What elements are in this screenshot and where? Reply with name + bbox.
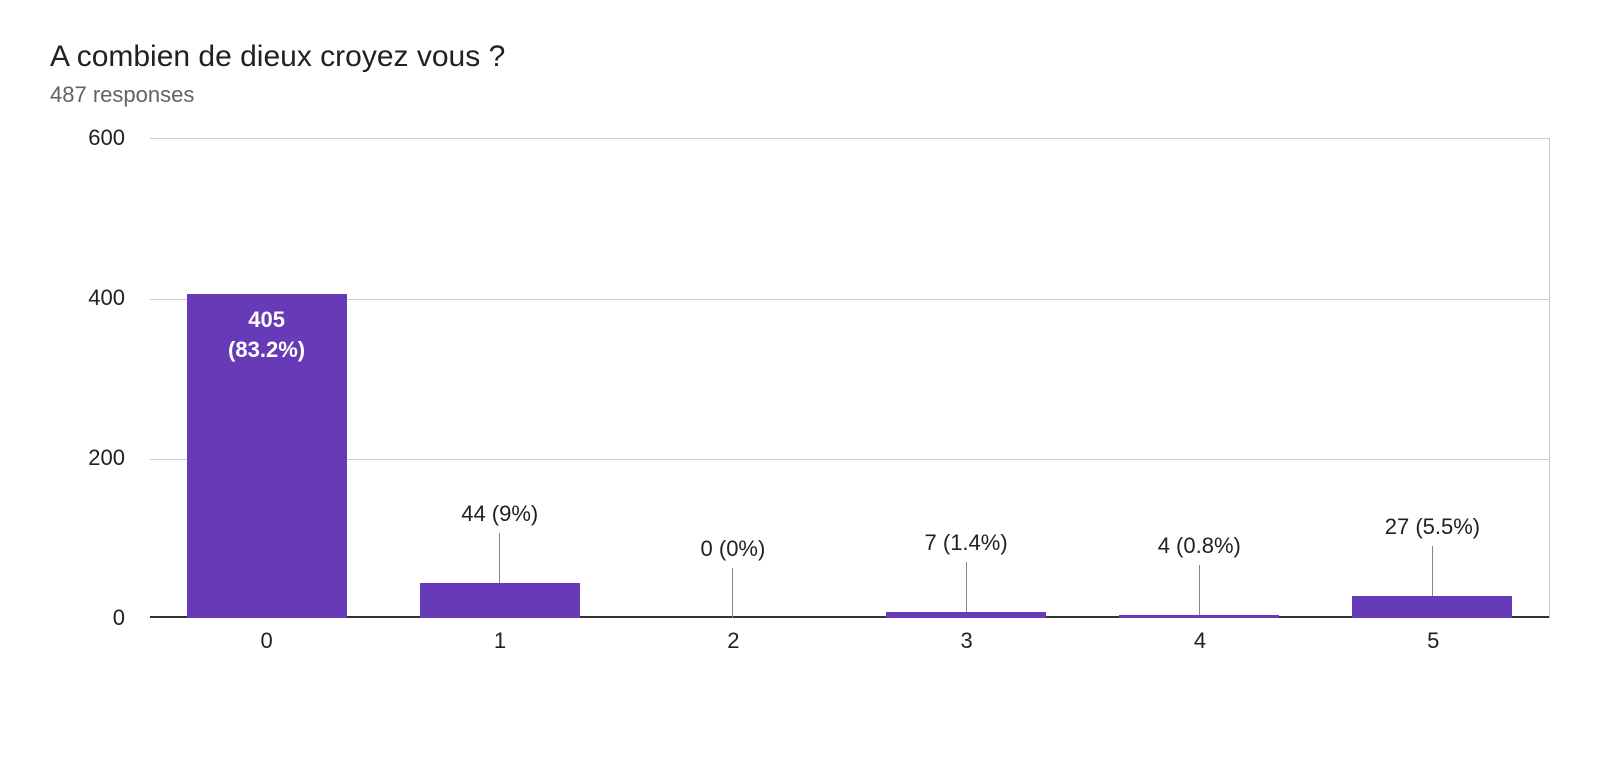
label-tick xyxy=(966,562,967,612)
bar-value-label: 405 xyxy=(248,307,285,333)
bar-value-label: 27 (5.5%) xyxy=(1385,514,1480,540)
bar-slot: 44 (9%) xyxy=(383,139,616,618)
bar xyxy=(886,612,1046,618)
bar xyxy=(420,583,580,618)
bar-slot: 0 (0%) xyxy=(616,139,849,618)
y-tick-label: 200 xyxy=(88,445,125,471)
chart-title: A combien de dieux croyez vous ? xyxy=(50,40,1550,74)
label-tick xyxy=(499,533,500,583)
y-axis: 0200400600 xyxy=(50,138,140,618)
bar-pct-label: (83.2%) xyxy=(228,337,305,363)
y-tick-label: 400 xyxy=(88,285,125,311)
bar xyxy=(1119,615,1279,618)
x-axis: 012345 xyxy=(150,628,1550,678)
bar-value-label: 44 (9%) xyxy=(461,501,538,527)
label-tick xyxy=(1432,546,1433,596)
bar xyxy=(1352,596,1512,618)
label-tick xyxy=(732,568,733,618)
bar-value-label: 0 (0%) xyxy=(701,536,766,562)
bar-slot: 27 (5.5%) xyxy=(1316,139,1549,618)
x-tick-label: 1 xyxy=(383,628,616,678)
plot-area: 405 (83.2%) 44 (9%) 0 (0%) 7 (1.4%) 4 (0.8%) 2… xyxy=(150,138,1550,618)
x-tick-label: 5 xyxy=(1317,628,1550,678)
x-tick-label: 4 xyxy=(1083,628,1316,678)
x-tick-label: 2 xyxy=(617,628,850,678)
baseline xyxy=(150,616,1549,618)
chart-subtitle: 487 responses xyxy=(50,82,1550,108)
bar-slot: 4 (0.8%) xyxy=(1083,139,1316,618)
x-tick-label: 3 xyxy=(850,628,1083,678)
bar-value-label: 4 (0.8%) xyxy=(1158,533,1241,559)
chart-container: 0200400600 405(83.2%)44 (9%)0 (0%)7 (1.4… xyxy=(50,138,1550,698)
bar-slot: 7 (1.4%) xyxy=(850,139,1083,618)
x-tick-label: 0 xyxy=(150,628,383,678)
y-tick-label: 600 xyxy=(88,125,125,151)
label-tick xyxy=(1199,565,1200,615)
bar-slot: 405 (83.2%) xyxy=(150,139,383,618)
y-tick-label: 0 xyxy=(113,605,125,631)
bar-value-label: 7 (1.4%) xyxy=(925,530,1008,556)
bars-area: 405 (83.2%) 44 (9%) 0 (0%) 7 (1.4%) 4 (0.8%) 2… xyxy=(150,139,1549,618)
